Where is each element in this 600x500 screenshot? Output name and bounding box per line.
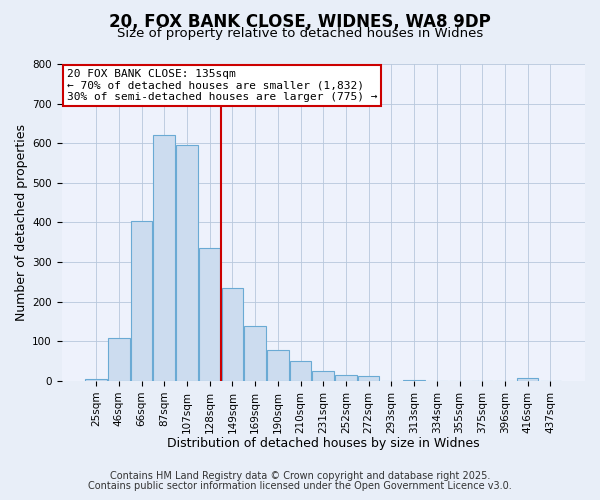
Bar <box>335 375 357 381</box>
Bar <box>154 136 175 381</box>
Bar <box>358 376 379 381</box>
Text: Contains public sector information licensed under the Open Government Licence v3: Contains public sector information licen… <box>88 481 512 491</box>
Bar <box>199 248 220 381</box>
Text: 20, FOX BANK CLOSE, WIDNES, WA8 9DP: 20, FOX BANK CLOSE, WIDNES, WA8 9DP <box>109 12 491 30</box>
Bar <box>221 288 243 381</box>
Bar <box>85 379 107 381</box>
Bar <box>244 326 266 381</box>
Bar <box>108 338 130 381</box>
Bar <box>517 378 538 381</box>
Bar <box>267 350 289 381</box>
Text: Contains HM Land Registry data © Crown copyright and database right 2025.: Contains HM Land Registry data © Crown c… <box>110 471 490 481</box>
Bar <box>403 380 425 381</box>
Bar <box>313 371 334 381</box>
Bar <box>131 220 152 381</box>
Bar <box>176 145 198 381</box>
Y-axis label: Number of detached properties: Number of detached properties <box>15 124 28 321</box>
Text: 20 FOX BANK CLOSE: 135sqm
← 70% of detached houses are smaller (1,832)
30% of se: 20 FOX BANK CLOSE: 135sqm ← 70% of detac… <box>67 69 377 102</box>
X-axis label: Distribution of detached houses by size in Widnes: Distribution of detached houses by size … <box>167 437 479 450</box>
Text: Size of property relative to detached houses in Widnes: Size of property relative to detached ho… <box>117 28 483 40</box>
Bar <box>290 361 311 381</box>
